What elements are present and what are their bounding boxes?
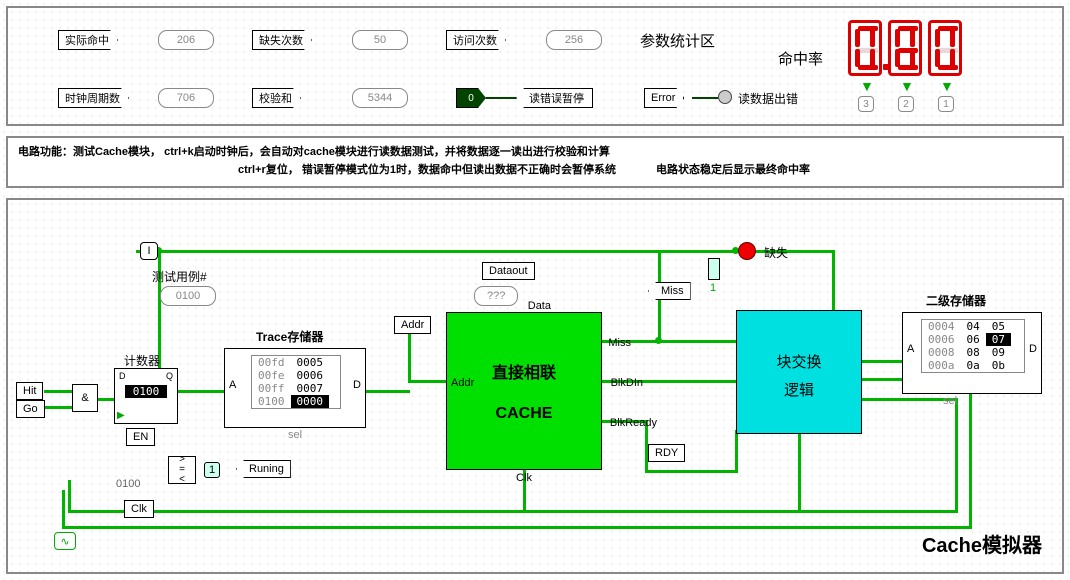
testcase-label: 测试用例#: [152, 268, 207, 285]
dataout-pin[interactable]: Dataout: [482, 262, 535, 280]
miss-pin[interactable]: Miss: [648, 282, 691, 300]
clk-pin[interactable]: Clk: [124, 500, 154, 518]
addr-pin[interactable]: Addr: [394, 316, 431, 334]
seg-digit-3: [848, 20, 882, 76]
cache-block[interactable]: Addr Data Miss BlkDIn BlkReady Clk 直接相联 …: [446, 312, 602, 470]
miss-label: 缺失次数: [252, 30, 312, 50]
error-label: Error: [644, 88, 684, 108]
desc-line2a: ctrl+r复位， 错误暂停模式位为1时，数据命中但读出数据不正确时会暂停系统: [238, 162, 616, 180]
error-led: [718, 90, 732, 104]
hit-pin[interactable]: Hit: [16, 382, 43, 400]
miss-value: 50: [352, 30, 408, 50]
i-pin[interactable]: I: [140, 242, 158, 260]
access-label: 访问次数: [446, 30, 506, 50]
running-pin[interactable]: Runing: [236, 460, 291, 478]
read-err-text: 读数据出错: [738, 90, 798, 107]
testcase-value: 0100: [160, 286, 216, 306]
seg-digit-1: [928, 20, 962, 76]
checksum-value: 5344: [352, 88, 408, 108]
trace-label: Trace存储器: [256, 328, 323, 345]
miss-led: [738, 242, 756, 260]
trace-mem[interactable]: A D 00fd0005 00fe0006 00ff0007 01000000 …: [224, 348, 366, 428]
seg-digit-2: [888, 20, 922, 76]
miss-flag: [708, 258, 720, 280]
hits-value: 206: [158, 30, 214, 50]
cycles-label: 时钟周期数: [58, 88, 129, 108]
en-pin[interactable]: EN: [126, 428, 155, 446]
miss-led-label: 缺失: [764, 244, 788, 261]
counter[interactable]: D Q 0100 ▶: [114, 368, 178, 424]
rdy-pin[interactable]: RDY: [648, 444, 685, 462]
one-const: 1: [204, 462, 220, 478]
stats-panel: 实际命中 206 缺失次数 50 访问次数 256 参数统计区 命中率 时钟周期…: [6, 6, 1064, 126]
circuit-panel: I 测试用例# 0100 Hit Go & 计数器 D Q 0100 ▶ EN …: [6, 198, 1064, 574]
digit-3-lbl: 3: [858, 96, 874, 112]
access-value: 256: [546, 30, 602, 50]
circuit-title: Cache模拟器: [922, 529, 1042, 558]
and-gate: &: [72, 384, 98, 412]
swap-block[interactable]: 块交换 逻辑: [736, 310, 862, 434]
counter-label: 计数器: [124, 352, 160, 369]
l2-label: 二级存储器: [926, 292, 986, 309]
l2-mem[interactable]: A D 00040405 00060607 00080809 000a0a0b …: [902, 312, 1042, 394]
comparator: >=<: [168, 456, 196, 484]
description-panel: 电路功能：测试Cache模块， ctrl+k启动时钟后，会自动对cache模块进…: [6, 136, 1064, 188]
dataout-val: ???: [474, 286, 518, 306]
read-err-pause-label: 读错误暂停: [516, 88, 593, 108]
hits-label: 实际命中: [58, 30, 118, 50]
cycles-value: 706: [158, 88, 214, 108]
desc-line1: 电路功能：测试Cache模块， ctrl+k启动时钟后，会自动对cache模块进…: [18, 146, 610, 158]
checksum-label: 校验和: [252, 88, 301, 108]
digit-2-lbl: 2: [898, 96, 914, 112]
hit-rate-label: 命中率: [778, 48, 823, 69]
go-pin[interactable]: Go: [16, 400, 45, 418]
desc-line2b: 电路状态稳定后显示最终命中率: [656, 162, 810, 180]
digit-1-lbl: 1: [938, 96, 954, 112]
stats-title: 参数统计区: [640, 30, 715, 51]
oscillator-icon: ∿: [54, 532, 76, 550]
counter-below: 0100: [116, 478, 140, 490]
